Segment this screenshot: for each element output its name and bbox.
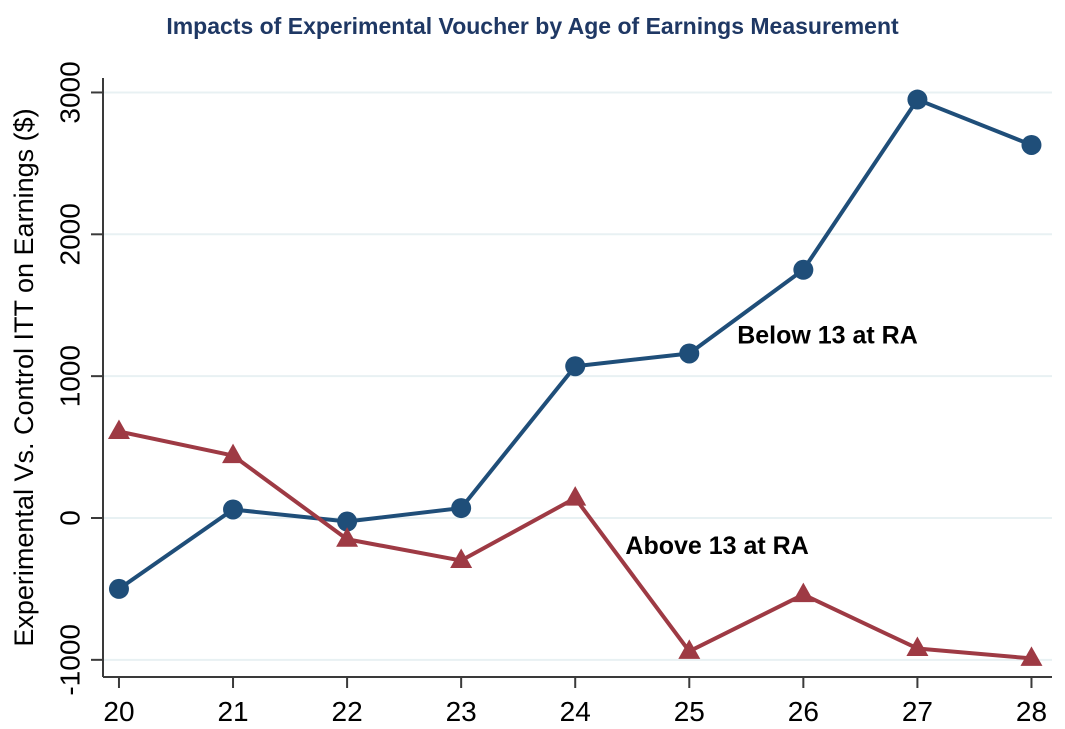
y-tick-label-2000: 2000 (55, 203, 86, 265)
marker-circle-below-13-at-ra-22 (337, 511, 358, 532)
marker-triangle-above-13-at-ra-20 (107, 419, 130, 439)
marker-triangle-above-13-at-ra-23 (450, 548, 473, 569)
marker-triangle-above-13-at-ra-25 (678, 639, 701, 659)
marker-triangle-above-13-at-ra-22 (336, 527, 359, 547)
marker-circle-below-13-at-ra-26 (793, 259, 814, 280)
x-tick-label-27: 27 (902, 696, 933, 727)
x-tick-label-26: 26 (788, 696, 819, 727)
marker-circle-below-13-at-ra-27 (907, 89, 928, 110)
marker-triangle-above-13-at-ra-27 (906, 636, 929, 656)
marker-circle-below-13-at-ra-21 (223, 499, 244, 520)
series-below-13-at-ra (108, 89, 1042, 599)
marker-triangle-above-13-at-ra-28 (1020, 646, 1043, 666)
y-tick-label--1000: -1000 (55, 624, 86, 696)
marker-circle-below-13-at-ra-20 (108, 578, 129, 599)
chart-title: Impacts of Experimental Voucher by Age o… (166, 13, 899, 39)
series-label-above-13-at-ra: Above 13 at RA (625, 532, 808, 560)
y-axis-title: Experimental Vs. Control ITT on Earnings… (9, 108, 39, 646)
series-above-13-at-ra (107, 419, 1043, 666)
x-tick-label-25: 25 (674, 696, 705, 727)
x-tick-label-20: 20 (103, 696, 134, 727)
x-tick-label-23: 23 (446, 696, 477, 727)
series-line-above-13-at-ra (118, 429, 1032, 661)
x-tick-label-28: 28 (1016, 696, 1047, 727)
marker-circle-below-13-at-ra-23 (451, 498, 472, 519)
x-tick-label-24: 24 (560, 696, 591, 727)
marker-circle-below-13-at-ra-28 (1021, 134, 1042, 155)
series-label-below-13-at-ra: Below 13 at RA (737, 322, 918, 350)
marker-triangle-above-13-at-ra-21 (222, 443, 245, 464)
y-tick-label-1000: 1000 (55, 345, 86, 407)
x-tick-label-22: 22 (332, 696, 363, 727)
marker-triangle-above-13-at-ra-26 (792, 582, 815, 603)
x-tick-label-21: 21 (217, 696, 248, 727)
marker-circle-below-13-at-ra-24 (565, 356, 586, 377)
y-tick-label-0: 0 (55, 510, 86, 526)
marker-triangle-above-13-at-ra-24 (564, 486, 587, 506)
y-tick-label-3000: 3000 (55, 61, 86, 123)
marker-circle-below-13-at-ra-25 (679, 343, 700, 364)
